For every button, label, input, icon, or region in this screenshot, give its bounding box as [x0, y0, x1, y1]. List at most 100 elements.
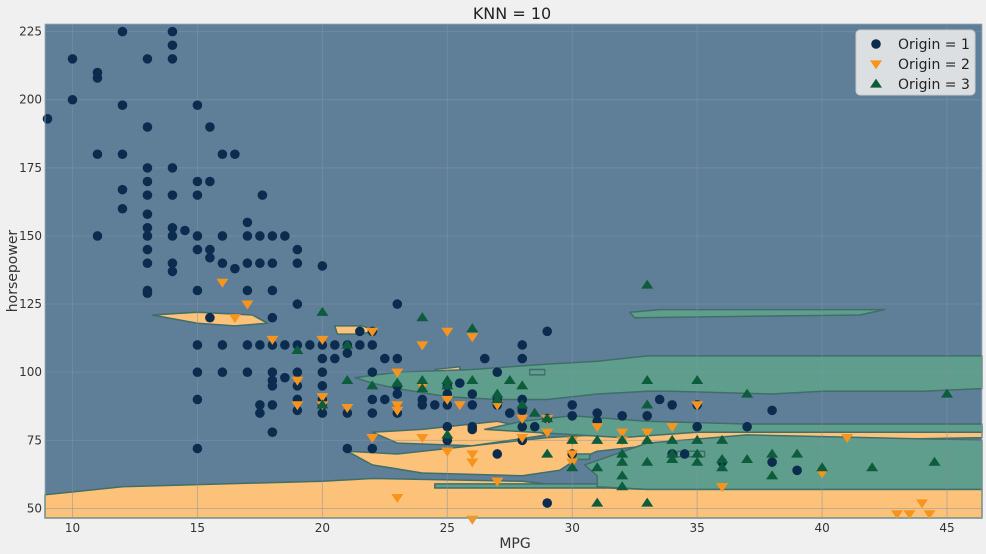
data-point-origin-2 — [466, 458, 479, 468]
data-point-origin-1 — [142, 209, 153, 219]
decision-region-origin-3 — [434, 483, 606, 489]
data-point-origin-3 — [516, 380, 529, 390]
data-point-origin-3 — [641, 399, 654, 409]
data-point-origin-1 — [342, 443, 353, 454]
data-point-origin-1 — [267, 381, 278, 391]
data-point-origin-1 — [292, 258, 303, 269]
data-point-origin-1 — [342, 408, 353, 418]
data-point-origin-3 — [641, 497, 654, 507]
data-point-origin-1 — [517, 421, 528, 432]
data-point-origin-3 — [716, 434, 729, 444]
data-point-origin-1 — [442, 400, 453, 410]
data-point-origin-2 — [516, 414, 529, 424]
data-point-origin-2 — [441, 395, 454, 405]
data-point-origin-1 — [192, 394, 203, 405]
data-point-origin-1 — [117, 203, 128, 214]
legend-label-origin-1: Origin = 1 — [898, 37, 970, 53]
x-axis-title: MPG — [499, 536, 530, 552]
data-point-origin-1 — [167, 258, 178, 269]
data-point-origin-2 — [591, 423, 604, 433]
decision-region-origin-3 — [583, 434, 983, 491]
data-point-origin-3 — [816, 462, 829, 472]
data-point-origin-2 — [516, 434, 529, 443]
x-tick-label: 15 — [190, 521, 205, 535]
data-point-origin-3 — [291, 345, 304, 354]
y-tick-label: 200 — [19, 93, 42, 107]
x-axis-ticks: 10 15 20 25 30 35 40 45 — [65, 521, 955, 535]
data-point-origin-1 — [679, 449, 690, 459]
legend-label-origin-2: Origin = 2 — [898, 57, 970, 73]
data-point-origin-1 — [280, 340, 290, 350]
data-point-origin-1 — [454, 378, 465, 388]
data-point-origin-2 — [491, 401, 504, 411]
data-point-origin-1 — [317, 367, 328, 378]
data-point-origin-3 — [766, 448, 779, 458]
data-point-origin-1 — [255, 258, 265, 269]
data-point-origin-1 — [230, 149, 240, 160]
data-point-origin-1 — [217, 258, 228, 269]
x-tick-label: 45 — [939, 521, 954, 535]
data-point-origin-1 — [467, 389, 478, 399]
data-point-origin-1 — [242, 367, 253, 378]
data-point-origin-1 — [355, 326, 365, 337]
data-point-origin-1 — [367, 340, 378, 350]
data-point-origin-1 — [167, 223, 178, 233]
data-point-origin-3 — [416, 383, 429, 393]
data-point-origin-3 — [441, 375, 454, 384]
data-point-origin-1 — [767, 457, 777, 467]
data-point-origin-1 — [280, 231, 290, 241]
data-point-origin-1 — [792, 465, 802, 476]
data-point-origin-1 — [542, 498, 553, 508]
data-point-origin-1 — [205, 176, 215, 187]
data-point-origin-1 — [355, 340, 365, 350]
data-point-origin-1 — [380, 353, 390, 364]
data-point-origin-3 — [541, 413, 554, 423]
data-point-origin-1 — [142, 288, 153, 299]
data-point-origin-1 — [504, 408, 515, 418]
data-point-origin-1 — [267, 400, 278, 410]
data-point-origin-1 — [467, 400, 478, 410]
data-point-origin-2 — [441, 327, 454, 337]
data-point-origin-1 — [317, 381, 328, 391]
data-point-origin-1 — [292, 367, 303, 378]
data-point-origin-1 — [267, 427, 278, 437]
data-point-origin-3 — [641, 279, 654, 289]
data-point-origin-3 — [691, 375, 704, 384]
data-point-origin-2 — [491, 477, 504, 487]
data-point-origin-2 — [216, 278, 229, 288]
y-tick-label: 150 — [19, 229, 42, 243]
x-tick-label: 25 — [440, 521, 455, 535]
data-point-origin-3 — [616, 434, 629, 444]
data-point-origin-1 — [205, 244, 215, 255]
data-point-origin-1 — [117, 26, 128, 37]
data-point-origin-1 — [292, 381, 303, 391]
data-point-origin-2 — [641, 428, 654, 438]
data-point-origin-2 — [453, 401, 466, 411]
data-point-origin-1 — [217, 231, 228, 241]
data-point-origin-1 — [142, 190, 153, 200]
data-point-origin-2 — [816, 469, 829, 479]
data-point-origin-3 — [691, 456, 704, 466]
data-point-origin-2 — [391, 401, 404, 411]
data-point-origin-1 — [280, 372, 290, 383]
scatter-points — [42, 26, 953, 525]
data-point-origin-3 — [641, 434, 654, 444]
data-point-origin-1 — [255, 408, 265, 418]
y-tick-label: 75 — [27, 433, 42, 447]
data-point-origin-1 — [367, 394, 378, 405]
data-point-origin-1 — [192, 100, 203, 110]
data-point-origin-2 — [416, 434, 429, 443]
legend-marker-origin-3 — [870, 78, 882, 88]
data-point-origin-2 — [316, 393, 329, 403]
data-point-origin-1 — [292, 299, 303, 309]
data-point-origin-1 — [267, 258, 278, 269]
data-point-origin-2 — [666, 423, 679, 433]
data-point-origin-1 — [92, 149, 103, 160]
data-point-origin-1 — [230, 263, 240, 274]
grid-lines — [45, 24, 982, 518]
data-point-origin-1 — [667, 400, 677, 410]
data-point-origin-1 — [392, 389, 403, 399]
data-point-origin-1 — [242, 231, 253, 241]
plot-area — [42, 23, 983, 525]
data-point-origin-1 — [167, 40, 178, 51]
